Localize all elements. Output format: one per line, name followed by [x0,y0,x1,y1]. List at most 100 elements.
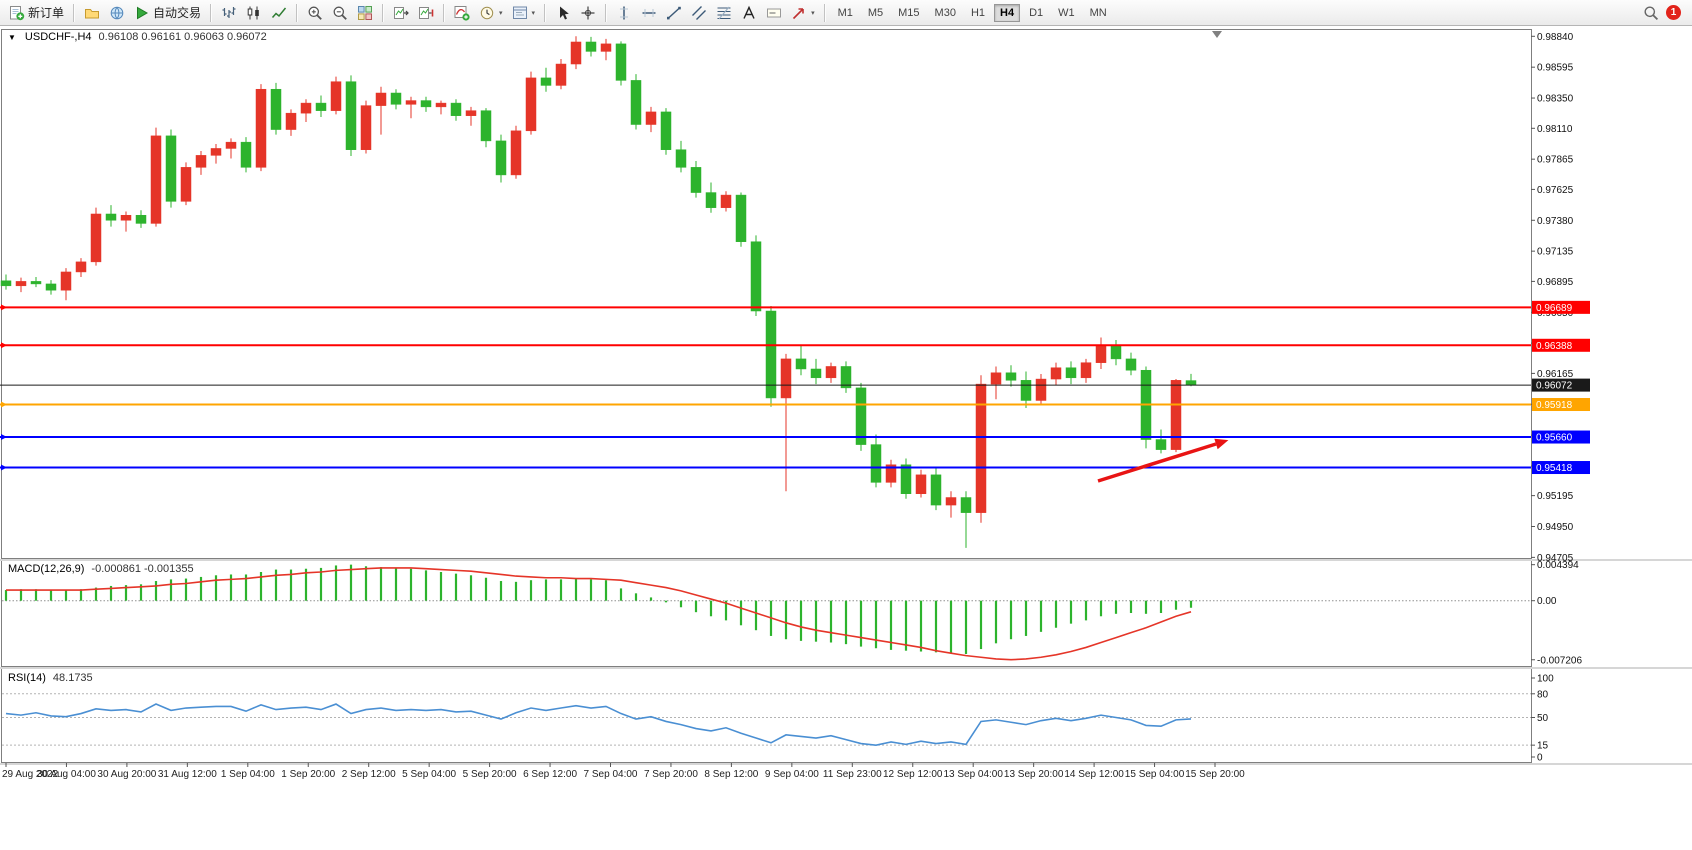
timeframe-m5[interactable]: M5 [867,6,884,19]
toolbar-text-button[interactable] [737,3,761,23]
toolbar-zoom-in-button[interactable] [303,3,327,23]
svg-text:-0.007206: -0.007206 [1537,655,1582,666]
usdchf-h4-chart[interactable]: 0.98840 0.98595 0.98350 0.98110 0.97865 0.976… [0,26,1692,850]
toolbar-equidistant-channel-button[interactable] [687,3,711,23]
toolbar-separator [823,3,826,22]
rsi-label: RSI(14) [8,672,46,684]
svg-text:5 Sep 04:00: 5 Sep 04:00 [402,769,456,780]
notification-badge[interactable]: 1 [1666,5,1681,20]
svg-text:0.95418: 0.95418 [1536,463,1573,474]
toolbar-templates-button[interactable]: ▾ [508,3,540,23]
candlestick-mode-icon [247,6,259,19]
timeframe-d1[interactable]: D1 [1029,6,1044,19]
panel-splitter[interactable] [0,763,1692,765]
bar-chart-mode-icon [222,6,236,18]
timeframe-h1[interactable]: H1 [970,6,986,19]
price-axis[interactable]: 0.98840 0.98595 0.98350 0.98110 0.97865 0.976… [1531,32,1582,764]
timeframe-w1[interactable]: W1 [1058,6,1075,19]
equidistant-channel-icon [692,5,707,20]
trend-arrow-annotation[interactable] [1097,442,1217,483]
charts-profile-icon [85,8,100,18]
toolbar-chart-autoscroll-button[interactable] [389,3,413,23]
toolbar-zoom-out-button[interactable] [328,3,352,23]
rsi-panel [1,668,1532,763]
svg-text:0.98840: 0.98840 [1537,32,1574,43]
one-click-trading-toggle-icon[interactable]: ▼ [8,32,16,42]
toolbar-chart-shift-button[interactable] [414,3,438,23]
macd-label: MACD(12,26,9) [8,563,85,575]
periods-icon [480,6,494,19]
text-label-icon [767,8,782,17]
toolbar-tile-windows-button[interactable] [353,3,377,23]
trend-arrow-head [1214,438,1229,450]
svg-text:30 Aug 20:00: 30 Aug 20:00 [97,769,156,780]
toolbar-separator [296,3,299,22]
svg-text:80: 80 [1537,689,1549,700]
chart-autoscroll-icon [394,6,409,19]
svg-text:5 Sep 20:00: 5 Sep 20:00 [463,769,517,780]
svg-text:29 Aug 2022: 29 Aug 2022 [2,769,59,780]
svg-text:13 Sep 20:00: 13 Sep 20:00 [1004,769,1064,780]
svg-text:100: 100 [1537,674,1554,685]
toolbar-charts-profile-button[interactable] [80,3,104,23]
level-left-marker [1,342,7,349]
timeframe-m15[interactable]: M15 [898,6,920,19]
templates-icon [512,6,527,19]
toolbar-auto-trading-button[interactable]: 自动交易 [130,3,205,23]
svg-text:31 Aug 12:00: 31 Aug 12:00 [158,769,217,780]
panel-splitter[interactable] [0,559,1692,561]
toolbar-separator [210,3,213,22]
svg-text:15 Sep 04:00: 15 Sep 04:00 [1125,769,1185,780]
toolbar-trendline-button[interactable] [662,3,686,23]
toolbar-candlestick-mode-button[interactable] [242,3,266,23]
toolbar-cursor-button[interactable] [551,3,575,23]
svg-text:0.98350: 0.98350 [1537,94,1574,105]
toolbar-horizontal-line-button[interactable] [637,3,661,23]
new-order-label: 新订单 [28,6,65,20]
toolbar-bar-chart-mode-button[interactable] [217,3,241,23]
svg-text:0.97865: 0.97865 [1537,155,1574,166]
svg-text:2 Sep 12:00: 2 Sep 12:00 [342,769,396,780]
svg-text:0.97135: 0.97135 [1537,247,1574,258]
toolbar-market-watch-button[interactable] [105,3,129,23]
timeframe-h4[interactable]: H4 [994,3,1021,22]
svg-text:0.97380: 0.97380 [1537,216,1574,227]
toolbar-new-order-button[interactable]: 新订单 [5,3,68,23]
toolbar-arrows-button[interactable]: ▾ [787,3,819,23]
toolbar-search-button[interactable] [1639,3,1663,23]
svg-text:0.98595: 0.98595 [1537,63,1574,74]
svg-text:0.96388: 0.96388 [1536,341,1573,352]
price-badge-0.95660 [1532,430,1590,444]
toolbar-separator [443,3,446,22]
chart-shift-marker[interactable] [1212,31,1222,38]
toolbar-periods-button[interactable]: ▾ [475,3,507,23]
level-left-marker [1,401,7,408]
svg-text:0.94950: 0.94950 [1537,522,1574,533]
search-icon [1644,6,1659,20]
svg-text:9 Sep 04:00: 9 Sep 04:00 [765,769,819,780]
toolbar-vertical-line-button[interactable] [612,3,636,23]
auto-trading-label: 自动交易 [153,6,202,20]
toolbar-separator [73,3,76,22]
svg-text:7 Sep 20:00: 7 Sep 20:00 [644,769,698,780]
chevron-down-icon: ▾ [499,9,503,17]
timeframe-m30[interactable]: M30 [934,6,956,19]
rsi-value: 48.1735 [52,672,93,684]
price-badge-0.95418 [1532,461,1590,475]
timeframe-m1[interactable]: M1 [837,6,853,19]
toolbar-separator [382,3,385,22]
toolbar-crosshair-button[interactable] [576,3,600,23]
timeframe-mn[interactable]: MN [1089,6,1107,19]
tile-windows-icon [358,5,373,20]
panel-splitter[interactable] [0,667,1692,669]
macd-values: -0.000861 -0.001355 [91,563,194,575]
toolbar-separator [605,3,608,22]
toolbar-text-label-button[interactable] [762,3,786,23]
toolbar-fibonacci-retracement-button[interactable] [712,3,736,23]
toolbar-line-chart-mode-button[interactable] [267,3,291,23]
svg-text:0.004394: 0.004394 [1537,560,1579,571]
toolbar-indicators-list-button[interactable] [450,3,474,23]
macd-indicator-header: MACD(12,26,9) -0.000861 -0.001355 [8,563,194,575]
toolbar: 新订单 自动交易 ▾ ▾ ▾ M1 M5 M15 M30 H1 H4 D1 W1 MN 1 [0,0,1692,26]
